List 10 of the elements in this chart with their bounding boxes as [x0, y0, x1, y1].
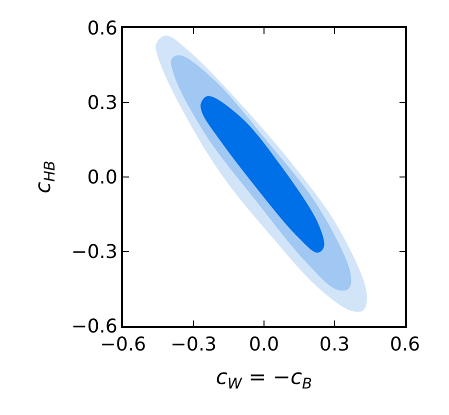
y-tick-label: −0.3	[71, 241, 118, 264]
y-tick-label: 0.0	[87, 166, 118, 189]
y-tick-label: 0.3	[87, 92, 118, 114]
y-tick-label: −0.6	[71, 316, 118, 338]
y-tick-label: 0.6	[87, 18, 118, 40]
x-tick-label: 0.0	[248, 334, 280, 356]
x-axis-title: c$_{W}$ = −c$_{B}$	[216, 365, 312, 393]
x-tick-label: 0.6	[390, 334, 420, 356]
x-tick-label: −0.3	[170, 334, 217, 356]
x-tick-label: 0.3	[319, 334, 350, 356]
